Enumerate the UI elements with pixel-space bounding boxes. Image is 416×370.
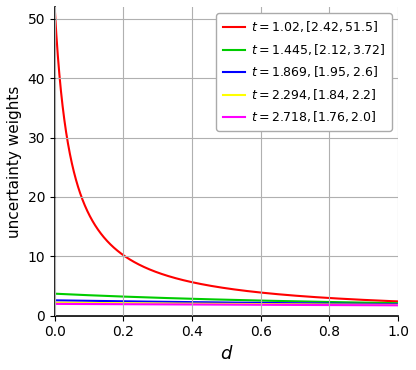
$t=1.02,[2.42,51.5]$ — [183, 279, 188, 283]
Line: $t=1.869,[1.95,2.6]$: $t=1.869,[1.95,2.6]$ — [55, 300, 398, 304]
Legend: $t=1.02,[2.42,51.5]$, $t=1.445,[2.12,3.72]$, $t=1.869,[1.95,2.6]$, $t=2.294,[1.8: $t=1.02,[2.42,51.5]$, $t=1.445,[2.12,3.7… — [216, 13, 392, 131]
$t=2.294,[1.84,2.2]$ — [183, 302, 188, 306]
$t=1.445,[2.12,3.72]$ — [396, 301, 401, 305]
$t=2.294,[1.84,2.2]$ — [52, 300, 57, 305]
Line: $t=2.294,[1.84,2.2]$: $t=2.294,[1.84,2.2]$ — [55, 303, 398, 305]
$t=1.02,[2.42,51.5]$ — [52, 8, 57, 12]
Y-axis label: uncertainty weights: uncertainty weights — [7, 85, 22, 238]
$t=1.445,[2.12,3.72]$ — [258, 298, 263, 303]
$t=2.294,[1.84,2.2]$ — [334, 302, 339, 307]
X-axis label: $d$: $d$ — [220, 345, 233, 363]
$t=1.02,[2.42,51.5]$ — [115, 248, 120, 253]
$t=1.02,[2.42,51.5]$ — [334, 296, 339, 301]
$t=2.718,[1.76,2.0]$ — [52, 302, 57, 306]
$t=1.02,[2.42,51.5]$ — [308, 295, 313, 299]
$t=1.445,[2.12,3.72]$ — [275, 299, 280, 303]
$t=1.02,[2.42,51.5]$ — [396, 299, 401, 304]
$t=1.869,[1.95,2.6]$ — [334, 302, 339, 306]
$t=1.445,[2.12,3.72]$ — [334, 300, 339, 305]
$t=1.869,[1.95,2.6]$ — [52, 298, 57, 303]
$t=1.869,[1.95,2.6]$ — [275, 301, 280, 305]
Line: $t=1.445,[2.12,3.72]$: $t=1.445,[2.12,3.72]$ — [55, 294, 398, 303]
$t=1.869,[1.95,2.6]$ — [183, 300, 188, 304]
$t=2.718,[1.76,2.0]$ — [258, 303, 263, 307]
$t=1.445,[2.12,3.72]$ — [52, 292, 57, 296]
$t=1.869,[1.95,2.6]$ — [258, 301, 263, 305]
Line: $t=2.718,[1.76,2.0]$: $t=2.718,[1.76,2.0]$ — [55, 304, 398, 305]
$t=2.294,[1.84,2.2]$ — [275, 302, 280, 306]
$t=1.869,[1.95,2.6]$ — [115, 299, 120, 303]
$t=2.718,[1.76,2.0]$ — [334, 303, 339, 307]
$t=2.294,[1.84,2.2]$ — [308, 302, 313, 307]
$t=2.718,[1.76,2.0]$ — [183, 302, 188, 307]
$t=1.445,[2.12,3.72]$ — [183, 296, 188, 301]
$t=2.718,[1.76,2.0]$ — [308, 303, 313, 307]
$t=2.718,[1.76,2.0]$ — [396, 303, 401, 307]
$t=1.445,[2.12,3.72]$ — [308, 299, 313, 304]
$t=1.445,[2.12,3.72]$ — [115, 294, 120, 299]
$t=1.869,[1.95,2.6]$ — [308, 301, 313, 306]
$t=1.869,[1.95,2.6]$ — [396, 302, 401, 306]
$t=2.718,[1.76,2.0]$ — [115, 302, 120, 306]
$t=2.294,[1.84,2.2]$ — [115, 301, 120, 305]
$t=1.02,[2.42,51.5]$ — [258, 290, 263, 295]
$t=1.02,[2.42,51.5]$ — [275, 292, 280, 296]
$t=2.718,[1.76,2.0]$ — [275, 303, 280, 307]
Line: $t=1.02,[2.42,51.5]$: $t=1.02,[2.42,51.5]$ — [55, 10, 398, 302]
$t=2.294,[1.84,2.2]$ — [396, 303, 401, 307]
$t=2.294,[1.84,2.2]$ — [258, 302, 263, 306]
